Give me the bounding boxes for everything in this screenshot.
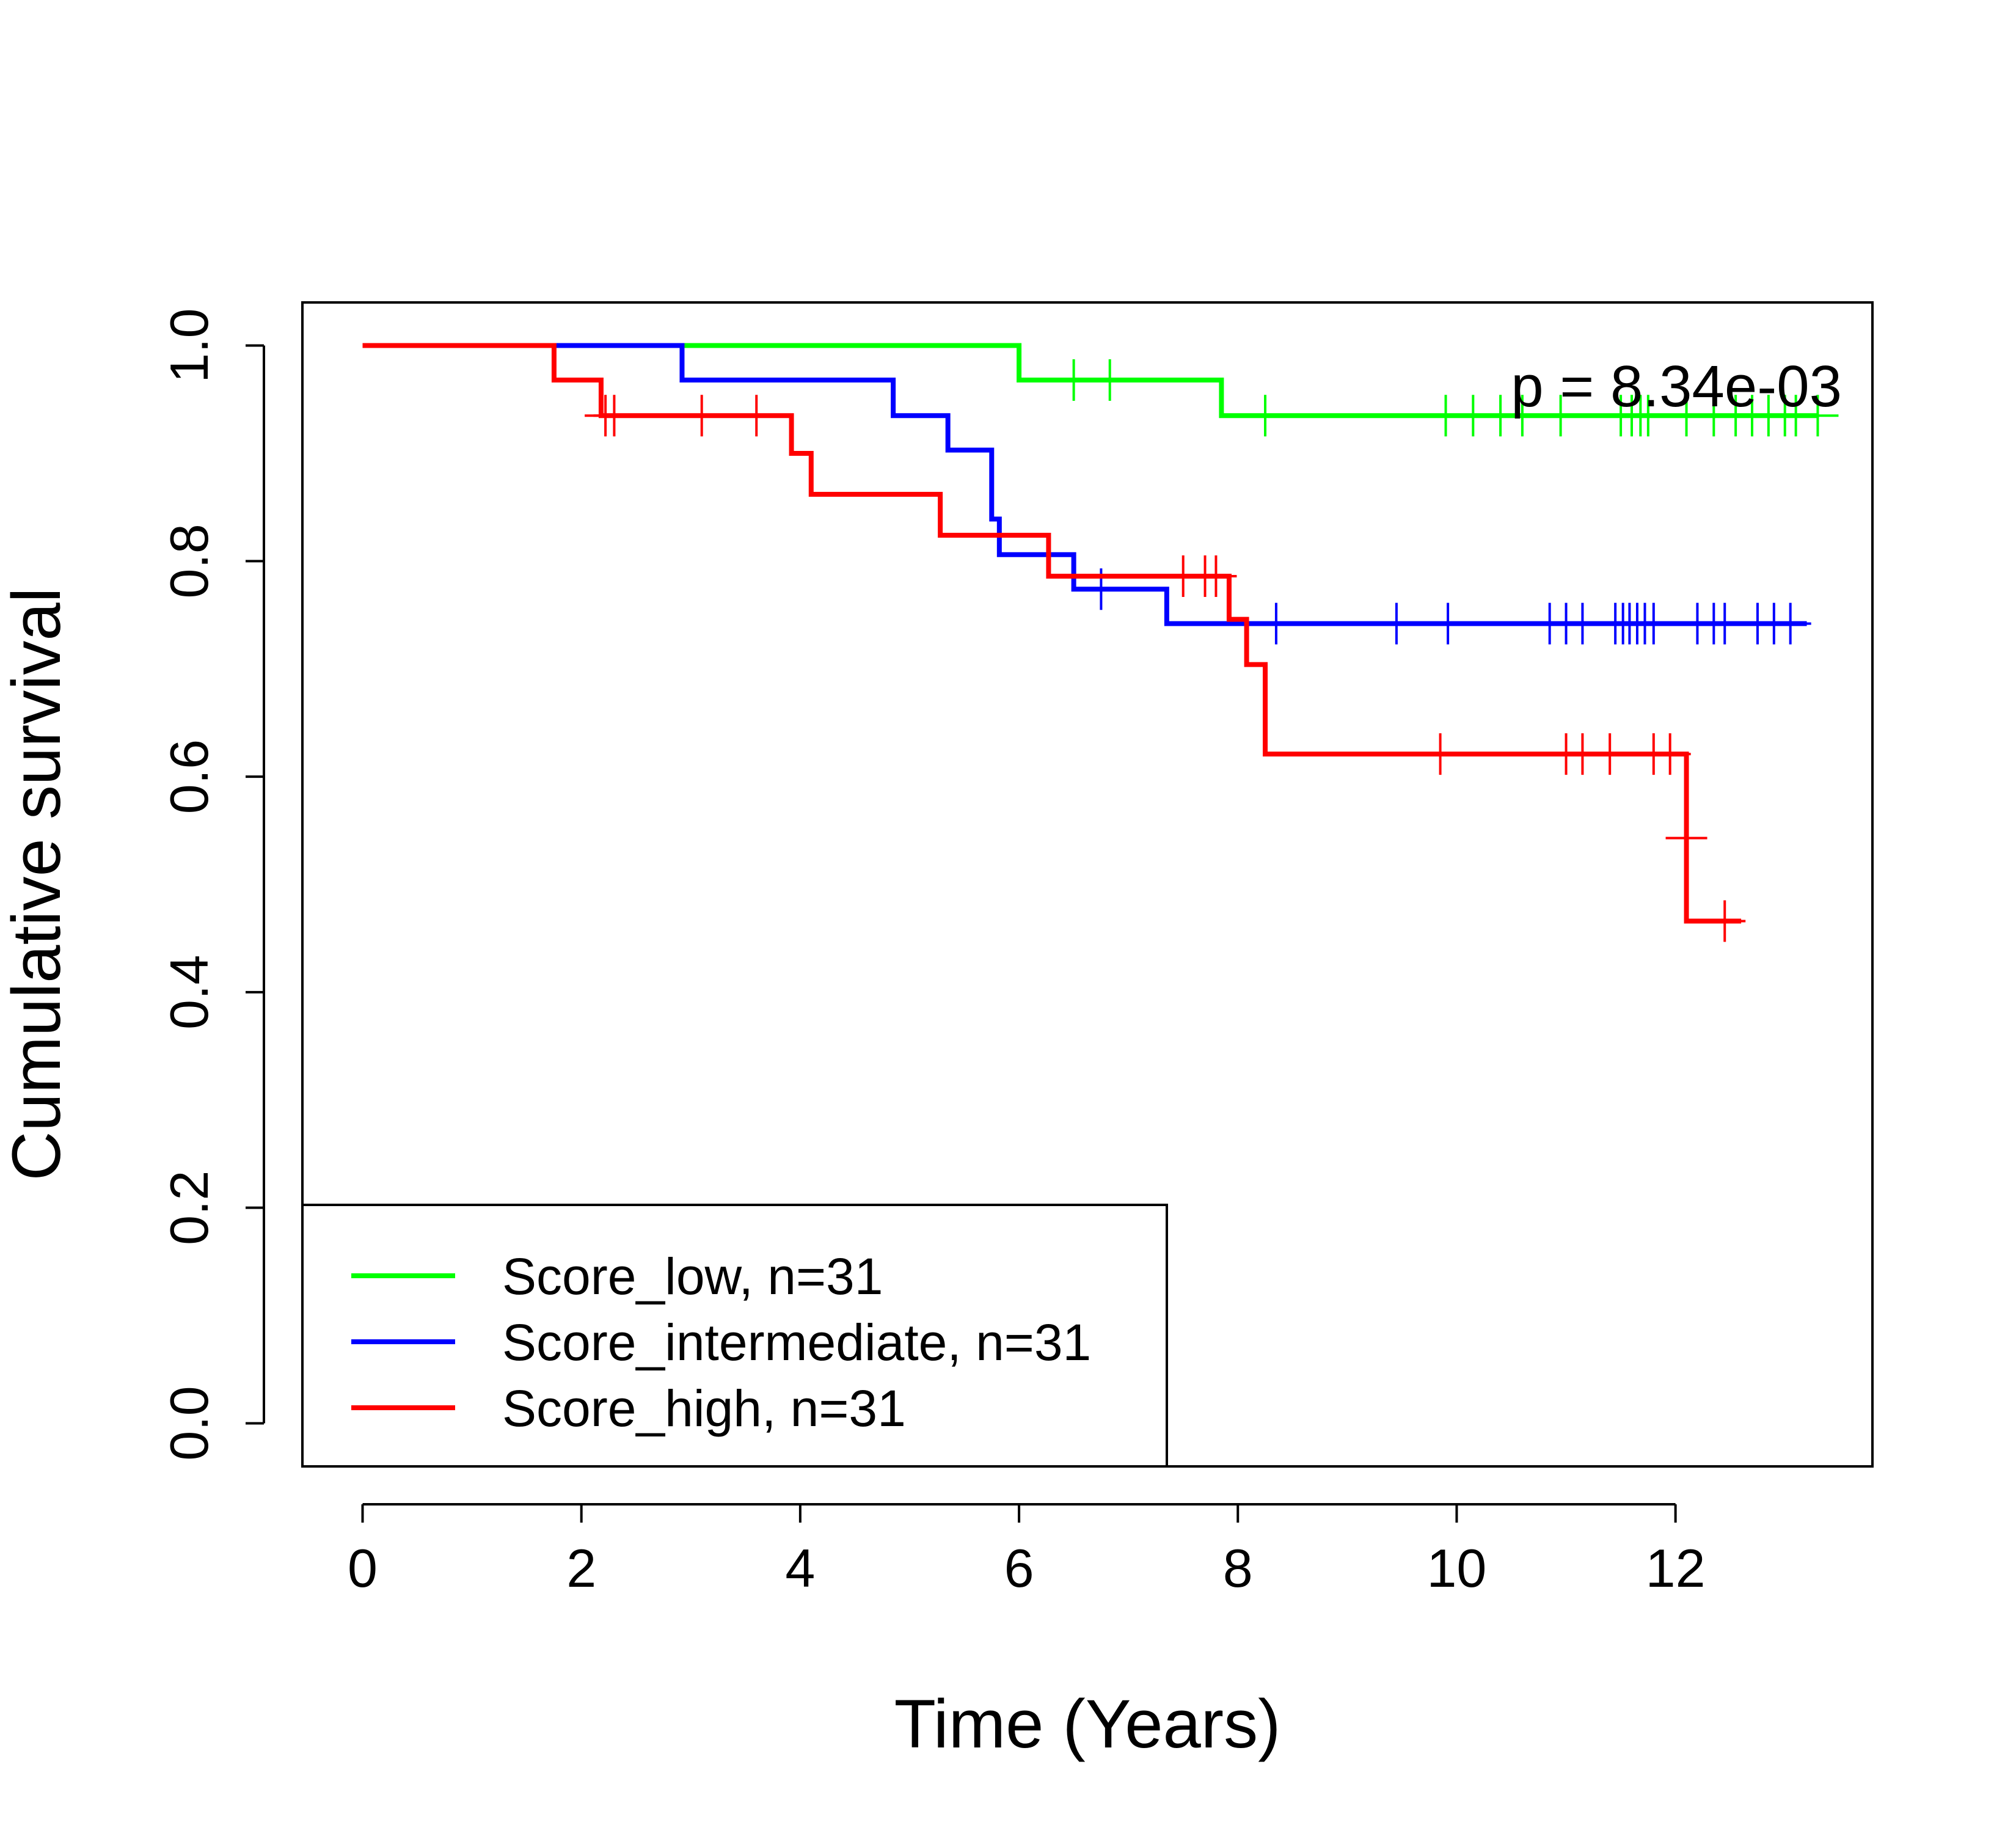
y-tick-label: 1.0: [159, 308, 219, 382]
y-tick-label: 0.4: [159, 955, 219, 1030]
legend-box: [301, 1204, 1168, 1468]
p-value-annotation: p = 8.34e-03: [1511, 354, 1842, 419]
x-tick-label: 4: [785, 1538, 815, 1598]
y-tick-label: 0.2: [159, 1170, 219, 1245]
x-axis: 0 2 4 6 8 10 12: [348, 1503, 1706, 1598]
y-tick-label: 0.0: [159, 1386, 219, 1460]
x-axis-title: Time (Years): [894, 1686, 1281, 1762]
y-axis-title: Cumulative survival: [0, 588, 75, 1181]
legend: Score_low, n=31 Score_intermediate, n=31 S…: [301, 1204, 1168, 1468]
y-axis: 0.0 0.2 0.4 0.6 0.8 1.0: [159, 308, 265, 1461]
x-tick-label: 8: [1223, 1538, 1253, 1598]
x-tick-label: 0: [348, 1538, 378, 1598]
x-tick-label: 10: [1426, 1538, 1486, 1598]
series-line-2: [362, 343, 1742, 924]
y-tick-label: 0.8: [159, 524, 219, 598]
legend-label: Score_intermediate, n=31: [502, 1314, 1091, 1371]
legend-label: Score_high, n=31: [502, 1380, 906, 1437]
x-tick-label: 2: [566, 1538, 596, 1598]
series-layer: [362, 343, 1839, 942]
legend-label: Score_low, n=31: [502, 1248, 883, 1305]
x-tick-label: 12: [1646, 1538, 1706, 1598]
x-tick-label: 6: [1004, 1538, 1034, 1598]
y-tick-label: 0.6: [159, 739, 219, 814]
